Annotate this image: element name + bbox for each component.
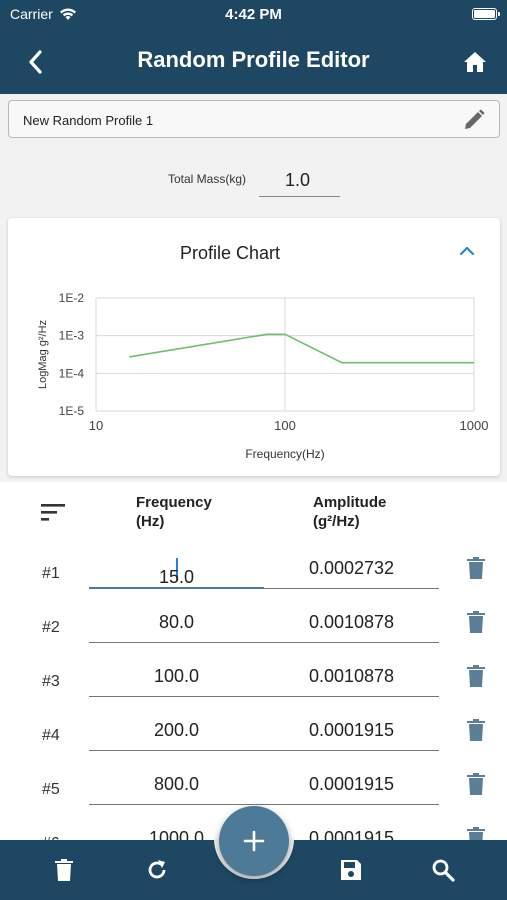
- home-icon: [464, 52, 486, 72]
- amplitude-input[interactable]: 0.0001915: [264, 711, 439, 751]
- total-mass-label: Total Mass(kg): [168, 172, 247, 186]
- trash-icon[interactable]: [466, 664, 486, 688]
- row-index: #3: [42, 673, 60, 690]
- amplitude-input[interactable]: 0.0001915: [264, 765, 439, 805]
- profile-name-field[interactable]: New Random Profile 1: [8, 100, 500, 138]
- frequency-input[interactable]: 800.0: [89, 765, 264, 805]
- home-button[interactable]: [457, 44, 493, 80]
- table-row: #1 15.0 0.0002732: [0, 542, 507, 596]
- wifi-icon: [59, 8, 76, 20]
- pencil-icon: [465, 109, 485, 129]
- frequency-input[interactable]: 200.0: [89, 711, 264, 751]
- frequency-column-header: Frequency (Hz): [136, 493, 212, 531]
- row-index: #5: [42, 781, 60, 798]
- total-mass-input[interactable]: 1.0: [259, 164, 340, 197]
- series-line: [129, 333, 474, 364]
- app-bar: Random Profile Editor: [0, 30, 507, 94]
- row-index: #6: [42, 835, 60, 840]
- row-index: #2: [42, 619, 60, 636]
- table-row: #4 200.0 0.0001915: [0, 704, 507, 758]
- amplitude-column-header: Amplitude (g²/Hz): [313, 493, 386, 531]
- trash-icon[interactable]: [466, 718, 486, 742]
- amplitude-value: 0.0001915: [308, 720, 395, 740]
- frequency-header-line1: Frequency: [136, 494, 212, 511]
- add-row-button[interactable]: [219, 806, 289, 876]
- frequency-input[interactable]: 15.0: [89, 549, 264, 589]
- amplitude-header-line2: (g²/Hz): [313, 513, 360, 530]
- row-index: #1: [42, 565, 60, 582]
- chevron-up-icon[interactable]: [458, 242, 476, 260]
- status-bar: Carrier 4:42 PM: [0, 0, 507, 30]
- table-row: #5 800.0 0.0001915: [0, 758, 507, 812]
- frequency-header-line2: (Hz): [136, 513, 165, 530]
- amplitude-value: 0.0010878: [308, 612, 395, 632]
- x-tick-label: 1000: [460, 418, 489, 433]
- battery-icon: [472, 8, 500, 20]
- y-axis-label: LogMag g²/Hz: [37, 320, 49, 389]
- total-mass-value: 1.0: [285, 170, 311, 190]
- search-icon: [432, 859, 455, 882]
- trash-icon[interactable]: [466, 772, 486, 796]
- amplitude-value: 0.0010878: [308, 666, 395, 686]
- frequency-input[interactable]: 100.0: [89, 657, 264, 697]
- amplitude-input[interactable]: 0.0001915: [264, 819, 439, 840]
- frequency-value: 1000.0: [148, 828, 205, 840]
- x-tick-label: 10: [89, 418, 103, 433]
- delete-profile-button[interactable]: [51, 857, 77, 883]
- row-index: #4: [42, 727, 60, 744]
- trash-icon: [55, 859, 73, 881]
- amplitude-input[interactable]: 0.0010878: [264, 657, 439, 697]
- save-icon: [341, 860, 361, 880]
- refresh-icon: [148, 860, 166, 879]
- search-button[interactable]: [430, 857, 456, 883]
- profile-chart: 10 100 1000 1E-2 1E-3 1E-4 1E-5 Frequency(Hz) Lo…: [37, 291, 489, 461]
- plus-icon: [243, 830, 265, 852]
- carrier-label: Carrier: [10, 6, 53, 22]
- trash-icon[interactable]: [466, 610, 486, 634]
- trash-icon[interactable]: [466, 826, 486, 840]
- sort-icon[interactable]: [40, 502, 66, 522]
- frequency-value: 100.0: [153, 666, 200, 686]
- profile-chart-card: Profile Chart 10 100 1000 1E-2 1E-3 1E-4 1E-5 F…: [8, 218, 500, 476]
- frequency-value: 200.0: [153, 720, 200, 740]
- amplitude-input[interactable]: 0.0002732: [264, 549, 439, 589]
- carrier-indicator: Carrier: [10, 6, 77, 22]
- edit-name-button[interactable]: [461, 107, 487, 133]
- frequency-value: 800.0: [153, 774, 200, 794]
- profile-name-value: New Random Profile 1: [23, 113, 154, 128]
- back-button[interactable]: [18, 44, 54, 80]
- amplitude-input[interactable]: 0.0010878: [264, 603, 439, 643]
- chart-title: Profile Chart: [179, 243, 281, 263]
- y-tick-label: 1E-2: [59, 291, 85, 305]
- table-row: #6 1000.0 0.0001915: [0, 812, 507, 840]
- amplitude-value: 0.0001915: [308, 828, 395, 840]
- status-time: 4:42 PM: [225, 6, 282, 23]
- y-tick-label: 1E-5: [59, 404, 85, 418]
- trash-icon[interactable]: [466, 556, 486, 580]
- refresh-button[interactable]: [144, 857, 170, 883]
- x-tick-label: 100: [274, 418, 296, 433]
- amplitude-value: 0.0001915: [308, 774, 395, 794]
- profile-table: Frequency (Hz) Amplitude (g²/Hz) #1 15.0…: [0, 482, 507, 840]
- frequency-input[interactable]: 80.0: [89, 603, 264, 643]
- amplitude-header-line1: Amplitude: [313, 494, 387, 511]
- table-row: #3 100.0 0.0010878: [0, 650, 507, 704]
- text-caret: [176, 558, 178, 580]
- frequency-input[interactable]: 1000.0: [89, 819, 264, 840]
- chevron-left-icon: [29, 50, 42, 74]
- save-button[interactable]: [338, 857, 364, 883]
- frequency-value: 80.0: [158, 612, 195, 632]
- y-tick-label: 1E-4: [59, 366, 85, 380]
- x-axis-label: Frequency(Hz): [245, 447, 324, 461]
- frequency-value: 15.0: [158, 567, 195, 587]
- table-row: #2 80.0 0.0010878: [0, 596, 507, 650]
- amplitude-value: 0.0002732: [308, 558, 395, 578]
- page-title: Random Profile Editor: [137, 47, 370, 72]
- y-tick-label: 1E-3: [59, 329, 85, 343]
